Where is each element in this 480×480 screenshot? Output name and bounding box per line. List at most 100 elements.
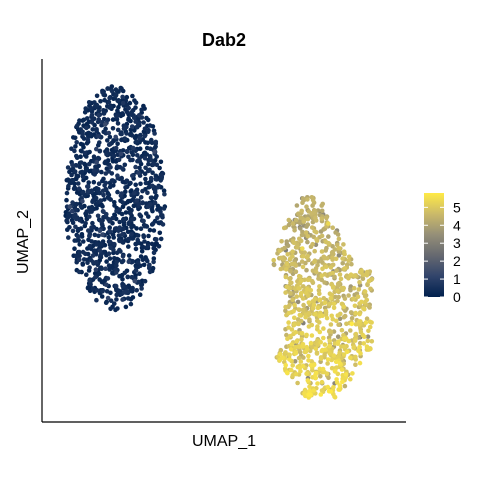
scatter-point	[128, 180, 133, 186]
scatter-point	[129, 124, 135, 129]
scatter-point	[113, 134, 118, 140]
scatter-point	[92, 232, 98, 238]
scatter-point	[111, 153, 117, 159]
scatter-point	[104, 211, 109, 217]
scatter-point	[298, 226, 303, 231]
scatter-point	[148, 202, 153, 207]
scatter-point	[106, 251, 112, 256]
scatter-point	[296, 321, 301, 327]
scatter-point	[283, 290, 288, 295]
scatter-point	[299, 259, 305, 264]
scatter-point	[293, 371, 299, 377]
scatter-point	[336, 253, 342, 258]
scatter-point	[346, 276, 351, 281]
scatter-point	[129, 150, 134, 155]
scatter-point	[126, 259, 132, 265]
scatter-point	[120, 232, 125, 237]
scatter-point	[82, 150, 88, 156]
scatter-point	[133, 164, 138, 170]
scatter-point	[298, 238, 304, 244]
scatter-point	[338, 276, 344, 282]
scatter-point	[314, 237, 319, 242]
scatter-point	[331, 251, 336, 257]
scatter-point	[70, 228, 76, 234]
scatter-point	[297, 220, 303, 226]
scatter-point	[108, 197, 113, 202]
scatter-point	[110, 215, 115, 221]
scatter-point	[74, 153, 79, 159]
scatter-point	[114, 297, 119, 302]
scatter-point	[84, 272, 89, 278]
scatter-point	[341, 336, 347, 341]
scatter-point	[303, 314, 308, 320]
scatter-point	[148, 195, 154, 201]
scatter-point	[286, 222, 292, 228]
scatter-point	[89, 120, 95, 125]
scatter-point	[96, 112, 101, 118]
scatter-point	[136, 202, 141, 207]
scatter-point	[106, 99, 112, 105]
scatter-point	[76, 186, 82, 191]
scatter-point	[348, 310, 354, 315]
scatter-point	[305, 253, 311, 259]
scatter-point	[108, 104, 113, 109]
scatter-point	[322, 300, 328, 306]
scatter-point	[74, 201, 79, 207]
scatter-point	[130, 93, 135, 99]
scatter-point	[95, 188, 101, 193]
scatter-point	[124, 178, 129, 183]
scatter-point	[134, 124, 140, 130]
scatter-point	[300, 200, 305, 205]
scatter-point	[150, 265, 156, 271]
scatter-point	[86, 100, 92, 105]
scatter-points	[63, 84, 375, 400]
scatter-point	[137, 292, 143, 298]
scatter-point	[317, 284, 322, 289]
scatter-point	[362, 299, 368, 305]
scatter-point	[331, 353, 337, 358]
scatter-point	[145, 258, 150, 264]
scatter-point	[290, 297, 296, 303]
scatter-point	[114, 114, 119, 119]
scatter-point	[133, 246, 139, 252]
scatter-point	[341, 304, 347, 310]
scatter-point	[300, 264, 306, 270]
scatter-point	[330, 270, 336, 276]
scatter-point	[74, 140, 79, 145]
scatter-point	[369, 339, 375, 344]
scatter-point	[85, 137, 91, 143]
scatter-point	[321, 326, 326, 331]
scatter-point	[106, 142, 112, 147]
scatter-point	[79, 169, 85, 175]
scatter-point	[118, 151, 124, 157]
scatter-point	[65, 165, 71, 170]
chart-title: Dab2	[202, 30, 246, 50]
scatter-point	[113, 93, 119, 98]
scatter-point	[145, 190, 150, 196]
scatter-point	[151, 259, 156, 265]
scatter-point	[119, 175, 124, 181]
scatter-point	[328, 322, 334, 327]
scatter-point	[66, 235, 71, 240]
scatter-point	[69, 208, 75, 214]
scatter-point	[99, 266, 104, 272]
legend-ticks: 0 1 2 3 4 5	[424, 199, 461, 305]
scatter-point	[305, 378, 311, 383]
scatter-point	[93, 275, 98, 280]
scatter-point	[131, 145, 136, 151]
scatter-point	[308, 363, 314, 368]
scatter-point	[154, 193, 159, 199]
scatter-point	[73, 212, 78, 217]
scatter-point	[352, 273, 357, 278]
scatter-point	[120, 253, 126, 259]
scatter-point	[151, 162, 156, 167]
legend-tick-label: 5	[453, 199, 461, 215]
scatter-point	[114, 270, 119, 275]
scatter-point	[300, 342, 306, 347]
scatter-point	[115, 108, 120, 113]
scatter-point	[141, 262, 147, 268]
scatter-point	[115, 306, 120, 311]
scatter-point	[320, 201, 326, 207]
scatter-point	[74, 173, 80, 179]
